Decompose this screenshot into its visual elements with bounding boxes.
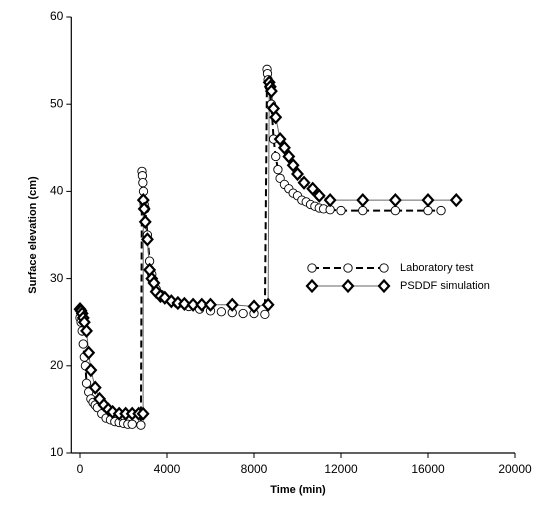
data-point [358, 205, 368, 216]
data-point [273, 164, 283, 175]
data-point [140, 232, 154, 247]
data-point [264, 83, 278, 99]
x-tick-label: 0 [77, 462, 84, 476]
data-point [177, 296, 191, 312]
legend-marker [341, 278, 355, 294]
y-tick-label: 40 [50, 184, 64, 198]
data-point [356, 192, 370, 208]
legend-marker [307, 263, 317, 273]
data-point [136, 406, 150, 421]
data-point [137, 201, 151, 216]
data-point [269, 110, 283, 125]
data-point [286, 158, 300, 173]
data-point [216, 307, 227, 317]
legend-marker [305, 278, 319, 294]
legend-label: PSDDF simulation [400, 280, 490, 292]
data-point [138, 178, 148, 188]
data-point [195, 297, 209, 312]
legend-label: Laboratory test [400, 262, 473, 274]
x-tick-label: 20000 [498, 462, 532, 476]
data-point [88, 380, 102, 395]
data-point [127, 419, 137, 429]
data-point [297, 175, 311, 190]
data-point [277, 140, 291, 155]
legend-marker [343, 263, 353, 273]
y-tick-label: 60 [50, 9, 64, 23]
data-point [273, 131, 287, 147]
data-point [204, 297, 217, 312]
x-tick-label: 8000 [241, 462, 268, 476]
y-tick-label: 10 [50, 445, 64, 459]
data-point [80, 323, 94, 339]
data-point [84, 363, 98, 378]
x-tick-label: 16000 [411, 462, 445, 476]
data-point [291, 166, 304, 182]
data-point [306, 181, 320, 196]
data-point [138, 214, 152, 230]
x-tick-label: 4000 [154, 462, 181, 476]
y-tick-label: 30 [50, 271, 64, 285]
data-point [390, 205, 401, 216]
data-point [436, 205, 446, 216]
y-tick-label: 20 [50, 358, 64, 372]
data-point [312, 188, 326, 203]
data-point [423, 205, 433, 216]
data-point [136, 420, 146, 430]
data-point [78, 339, 88, 349]
x-axis-label: Time (min) [270, 484, 326, 496]
legend-marker [379, 263, 389, 273]
data-point [186, 297, 200, 312]
x-tick-label: 12000 [324, 462, 358, 476]
data-point [388, 192, 402, 208]
data-point [238, 308, 248, 319]
y-tick-label: 50 [50, 96, 64, 110]
series-line [79, 69, 442, 427]
series-line [79, 82, 457, 415]
data-point [421, 192, 435, 208]
data-point [323, 192, 337, 208]
data-point [336, 205, 346, 216]
legend-marker [377, 278, 391, 294]
data-point [81, 378, 92, 388]
data-point [247, 299, 261, 314]
data-point [261, 297, 275, 312]
data-point [82, 345, 96, 360]
data-point [271, 151, 281, 162]
y-axis-label: Surface elevation (cm) [27, 176, 39, 294]
data-point [225, 297, 239, 312]
data-point [449, 192, 463, 208]
data-point [260, 309, 270, 320]
data-point [282, 149, 296, 164]
